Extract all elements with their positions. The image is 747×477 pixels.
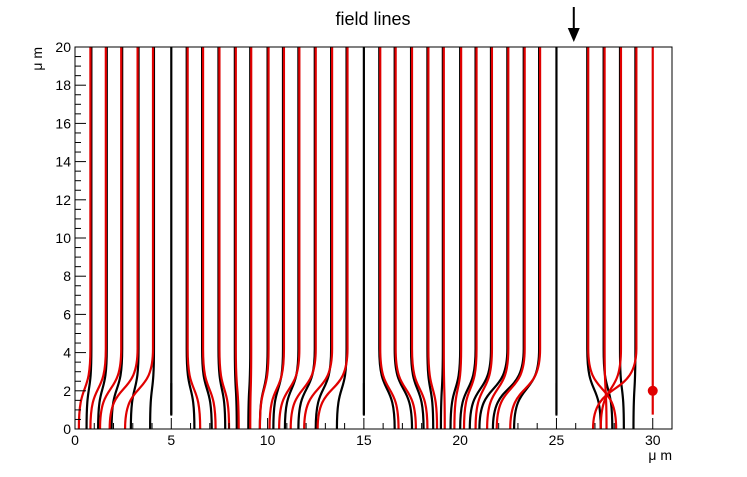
red-field-line-30 [599,47,623,430]
red-field-line-18 [394,47,417,430]
black-field-line-34 [632,47,637,430]
red-field-line-15 [303,47,334,430]
red-field-line-2 [89,47,107,430]
black-field-line-28 [491,47,525,430]
red-field-line-27 [509,47,542,430]
arrow-marker-head [567,28,580,42]
x-tick-label-30: 30 [645,432,661,448]
red-field-line-11 [258,47,270,430]
black-field-line-29 [512,47,541,430]
red-field-line-7 [201,47,217,430]
red-field-line-4 [108,47,139,430]
markers [567,7,658,396]
black-field-line-27 [478,47,509,430]
red-field-line-29 [603,47,608,430]
y-tick-label-10: 10 [55,230,71,246]
x-tick-labels: 0 5 10 15 20 25 30 [71,432,661,448]
red-field-line-25 [486,47,510,430]
y-tick-label-4: 4 [63,345,71,361]
chart-title: field lines [335,9,410,29]
red-field-line-16 [316,47,349,430]
y-tick-label-8: 8 [63,268,71,284]
black-field-line-23 [439,47,444,430]
black-field-line-24 [449,47,462,430]
y-tick-label-18: 18 [55,77,71,93]
y-tick-labels: 0 2 4 6 8 10 12 14 16 18 20 [55,39,71,437]
x-tick-label-5: 5 [167,432,175,448]
red-field-line-9 [234,47,240,430]
x-tick-label-25: 25 [549,432,565,448]
x-tick-label-15: 15 [356,432,372,448]
red-field-line-19 [410,47,429,430]
red-field-line-10 [249,47,253,430]
y-tick-label-20: 20 [55,39,71,55]
black-field-line-11 [247,47,252,430]
y-tick-label-16: 16 [55,115,71,131]
y-tick-label-12: 12 [55,192,71,208]
red-field-line-23 [462,47,478,430]
plot-frame [74,46,673,430]
red-dot-marker [647,385,658,396]
y-tick-label-6: 6 [63,306,71,322]
red-field-line-8 [218,47,231,430]
field-lines [77,47,654,430]
red-field-line-31 [591,47,638,430]
red-field-line-21 [442,47,446,430]
y-tick-label-0: 0 [63,421,71,437]
red-field-line-5 [123,47,155,430]
red-field-line-22 [453,47,463,430]
x-tick-label-20: 20 [452,432,468,448]
y-axis-title: μ m [29,47,45,71]
black-field-line-12 [258,47,269,430]
red-field-line-14 [289,47,317,430]
red-field-line-13 [278,47,301,430]
red-field-line-17 [379,47,400,430]
red-field-line-12 [268,47,286,430]
electrodes [170,383,558,416]
x-tick-label-0: 0 [71,432,79,448]
x-tick-label-10: 10 [260,432,276,448]
red-field-line-26 [495,47,526,430]
red-field-line-6 [186,47,202,430]
x-axis-title: μ m [648,447,672,463]
axis-ticks [74,46,673,430]
y-tick-label-2: 2 [63,383,71,399]
black-field-line-25 [459,47,477,430]
y-tick-label-14: 14 [55,154,71,170]
red-field-line-28 [587,47,618,430]
red-field-line-1 [77,47,92,430]
red-field-line-24 [474,47,494,430]
red-field-line-3 [98,47,123,430]
red-field-line-20 [427,47,439,430]
